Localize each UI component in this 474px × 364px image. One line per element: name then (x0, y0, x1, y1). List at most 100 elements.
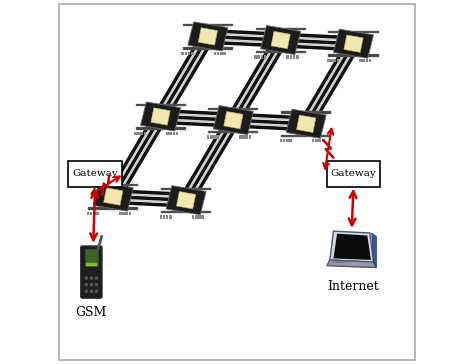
Bar (346, 261, 348, 262)
Bar (246, 135, 248, 139)
Polygon shape (261, 25, 301, 55)
Polygon shape (198, 28, 218, 45)
Bar (96, 212, 99, 215)
Bar (217, 52, 219, 55)
Bar (122, 212, 125, 215)
Bar (161, 211, 211, 213)
Circle shape (85, 284, 87, 286)
Text: Gateway: Gateway (330, 169, 376, 178)
Polygon shape (93, 182, 133, 211)
Polygon shape (140, 102, 181, 131)
Bar (136, 104, 186, 106)
Polygon shape (334, 234, 371, 260)
Bar (343, 262, 346, 263)
Bar (335, 262, 337, 263)
Bar (195, 215, 198, 219)
Bar (281, 135, 331, 137)
Polygon shape (372, 233, 376, 268)
Bar (119, 212, 121, 215)
Bar (280, 139, 282, 142)
Bar (163, 215, 165, 219)
Bar (340, 261, 343, 262)
Polygon shape (188, 22, 228, 51)
Bar (328, 55, 379, 57)
Polygon shape (224, 111, 243, 129)
Bar (289, 139, 292, 142)
Bar (257, 55, 260, 59)
Bar (126, 212, 128, 215)
Polygon shape (213, 106, 254, 135)
Bar (290, 55, 292, 59)
Bar (223, 52, 226, 55)
Bar (217, 135, 219, 139)
Bar (184, 52, 187, 55)
Bar (161, 188, 211, 190)
Polygon shape (327, 260, 376, 268)
Bar (293, 55, 295, 59)
Bar (281, 111, 331, 114)
Bar (369, 59, 371, 62)
Polygon shape (330, 231, 374, 262)
Bar (242, 135, 245, 139)
Bar (191, 52, 193, 55)
Bar (90, 212, 92, 215)
Bar (140, 132, 143, 135)
Bar (166, 132, 169, 135)
Bar (220, 52, 223, 55)
Text: GSM: GSM (76, 306, 107, 319)
Circle shape (91, 284, 92, 286)
FancyBboxPatch shape (327, 161, 380, 187)
Bar (198, 215, 201, 219)
FancyBboxPatch shape (85, 249, 98, 266)
Polygon shape (104, 188, 123, 205)
Bar (213, 135, 216, 139)
FancyBboxPatch shape (59, 4, 415, 360)
Polygon shape (344, 35, 363, 52)
Bar (335, 261, 337, 262)
Bar (207, 135, 210, 139)
Bar (214, 52, 216, 55)
Polygon shape (286, 109, 326, 138)
FancyBboxPatch shape (68, 161, 122, 187)
Circle shape (95, 277, 98, 279)
Circle shape (85, 290, 87, 292)
Bar (327, 59, 329, 62)
Bar (349, 261, 351, 262)
Bar (363, 59, 365, 62)
Bar (169, 215, 172, 219)
Polygon shape (176, 191, 196, 209)
Bar (137, 132, 140, 135)
Bar (88, 207, 138, 210)
Circle shape (95, 290, 98, 292)
Bar (128, 212, 131, 215)
Bar (283, 139, 285, 142)
Bar (166, 215, 168, 219)
Bar (286, 55, 289, 59)
Bar (182, 52, 184, 55)
Bar (210, 135, 213, 139)
Bar (340, 262, 343, 263)
Circle shape (85, 277, 87, 279)
Bar (286, 139, 289, 142)
Polygon shape (297, 115, 316, 132)
Bar (337, 262, 340, 263)
Bar (332, 262, 334, 263)
Bar (264, 55, 266, 59)
Bar (192, 215, 194, 219)
Bar (319, 139, 321, 142)
Bar (249, 135, 251, 139)
Bar (88, 184, 138, 186)
Bar (321, 139, 324, 142)
Bar (209, 108, 258, 110)
Bar (176, 132, 178, 135)
Bar (255, 28, 306, 30)
Bar (136, 127, 186, 130)
Circle shape (91, 277, 92, 279)
Text: Gateway: Gateway (72, 169, 118, 178)
Bar (261, 55, 263, 59)
Bar (349, 262, 351, 263)
Circle shape (91, 290, 92, 292)
Bar (343, 261, 346, 262)
Bar (93, 212, 96, 215)
Bar (134, 132, 137, 135)
